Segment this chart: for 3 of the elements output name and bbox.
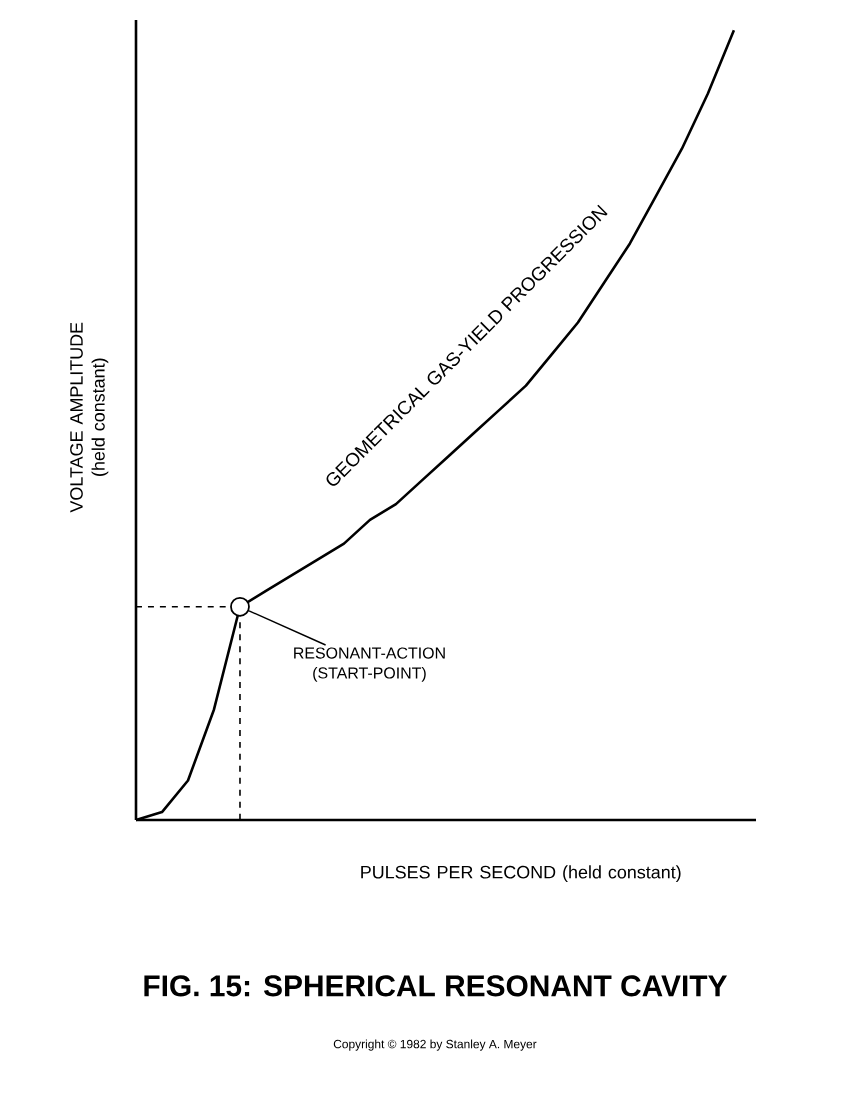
- text: FIG. 15: SPHERICAL RESONANT CAVITY: [144, 975, 727, 997]
- x-axis-title: PULSES PER SECOND (held constant): [361, 865, 681, 883]
- y-axis-title: VOLTAGE AMPLITUDE (held constant): [70, 322, 109, 513]
